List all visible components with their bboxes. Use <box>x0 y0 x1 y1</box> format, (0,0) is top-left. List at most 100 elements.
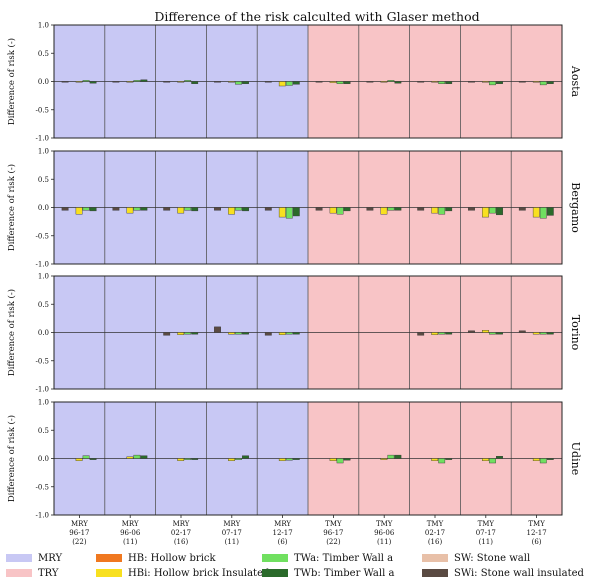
y-tick-label: 0.5 <box>38 301 49 309</box>
panel-aosta: -1.0 -0.5 0.0 0.5 1.0 Difference of risk (-) A… <box>6 22 582 143</box>
panel-label: Aosta <box>569 65 582 98</box>
panels: -1.0 -0.5 0.0 0.5 1.0 Difference of risk (-) A… <box>6 22 582 520</box>
bar-swi <box>518 330 526 333</box>
bar-hbi <box>126 207 134 214</box>
bar-swi <box>315 207 323 211</box>
bar-swi <box>417 207 425 211</box>
bar-twb <box>292 81 300 85</box>
x-tick-period: 96-17 <box>323 529 343 537</box>
legend-swatch <box>6 569 32 577</box>
bar-twb <box>292 332 300 335</box>
bar-swi <box>315 81 323 83</box>
bar-twb <box>191 458 199 460</box>
y-tick-label: 0.0 <box>38 78 49 86</box>
bar-twa <box>184 458 192 460</box>
x-tick-period: 02-17 <box>425 529 445 537</box>
bar-twb <box>140 79 148 82</box>
bar-twb <box>191 332 199 335</box>
bar-twb <box>343 458 351 461</box>
bar-twb <box>242 81 249 84</box>
x-tick-period: 96-17 <box>69 529 89 537</box>
bar-hbi <box>380 81 388 83</box>
x-tick-period: 96-06 <box>120 529 141 537</box>
legend: MRY TRY HB: Hollow brick HBi: Hollow brick … <box>6 553 585 579</box>
y-axis-label: Difference of risk (-) <box>6 38 17 125</box>
y-tick-label: -1.0 <box>36 261 50 269</box>
bar-swi <box>112 207 120 211</box>
legend-swatch <box>96 554 122 562</box>
bar-twb <box>546 458 554 460</box>
bar-hbi <box>278 458 286 461</box>
panel-bergamo: -1.0 -0.5 0.0 0.5 1.0 Difference of risk (-) B… <box>6 148 582 269</box>
panel-label: Udine <box>569 442 582 475</box>
legend-label: TWa: Timber Wall a <box>294 553 393 564</box>
bar-twa <box>539 81 547 86</box>
x-tick-count: (6) <box>278 538 288 546</box>
bar-twa <box>336 81 344 84</box>
legend-label: SWi: Stone wall insulated <box>454 568 585 579</box>
bar-twa <box>184 332 192 335</box>
bar-twb <box>292 458 300 460</box>
bar-swi <box>163 207 171 211</box>
bar-twa <box>133 207 141 211</box>
x-tick-period: 07-17 <box>222 529 242 537</box>
bar-twb <box>242 455 249 459</box>
bar-hbi <box>278 332 286 335</box>
y-tick-label: 1.0 <box>38 22 49 30</box>
bar-swi <box>468 330 475 333</box>
x-tick-type: TMY <box>325 520 342 528</box>
bar-twa <box>82 455 90 459</box>
bar-twa <box>133 454 141 459</box>
x-tick-type: TMY <box>478 520 495 528</box>
bar-twb <box>140 207 148 211</box>
bar-twa <box>235 207 242 211</box>
bar-twa <box>438 207 446 215</box>
y-tick-label: -0.5 <box>36 232 50 240</box>
chart-title: Difference of the risk calculted with Gl… <box>154 9 479 24</box>
y-tick-label: 0.0 <box>38 455 49 463</box>
bar-twb <box>242 332 249 335</box>
y-axis-label: Difference of risk (-) <box>6 415 17 502</box>
bar-swi <box>417 332 425 336</box>
x-tick-count: (11) <box>377 538 392 546</box>
bar-hbi <box>329 81 337 83</box>
y-axis-label: Difference of risk (-) <box>6 289 17 376</box>
y-tick-label: -1.0 <box>36 386 50 394</box>
x-tick-count: (11) <box>123 538 138 546</box>
bar-hbi <box>278 81 286 87</box>
bar-twb <box>242 207 249 212</box>
bar-hbi <box>75 81 83 83</box>
bar-twa <box>387 454 395 459</box>
bar-swi <box>468 207 475 211</box>
bar-twa <box>387 207 395 211</box>
bar-twa <box>336 207 344 215</box>
bar-twa <box>82 207 90 211</box>
x-tick-type: MRY <box>173 520 190 528</box>
bar-twa <box>438 458 446 464</box>
y-axis-label: Difference of risk (-) <box>6 164 17 251</box>
bar-hbi <box>228 332 235 335</box>
bar-twb <box>394 454 402 459</box>
panel-label: Torino <box>569 315 582 351</box>
bar-twb <box>191 207 199 212</box>
bar-twa <box>336 458 344 464</box>
bar-hbi <box>431 332 439 335</box>
bar-hbi <box>532 207 540 218</box>
bar-twb <box>343 81 351 84</box>
bar-twa <box>133 80 141 82</box>
bar-twa <box>82 80 90 82</box>
bar-twb <box>89 458 97 460</box>
bar-twb <box>546 332 554 335</box>
bar-twa <box>438 81 446 84</box>
legend-swatch <box>422 554 448 562</box>
x-axis-labels: MRY96-17(22)MRY96-06(11)MRY02-17(16)MRY0… <box>69 515 547 546</box>
y-tick-label: 0.5 <box>38 176 49 184</box>
bar-twb <box>546 207 554 216</box>
bar-twb <box>394 207 402 211</box>
legend-swatch <box>422 569 448 577</box>
x-tick-period: 12-17 <box>527 529 547 537</box>
bar-swi <box>468 81 475 83</box>
bar-hbi <box>75 458 83 461</box>
bar-hbi <box>431 458 439 461</box>
